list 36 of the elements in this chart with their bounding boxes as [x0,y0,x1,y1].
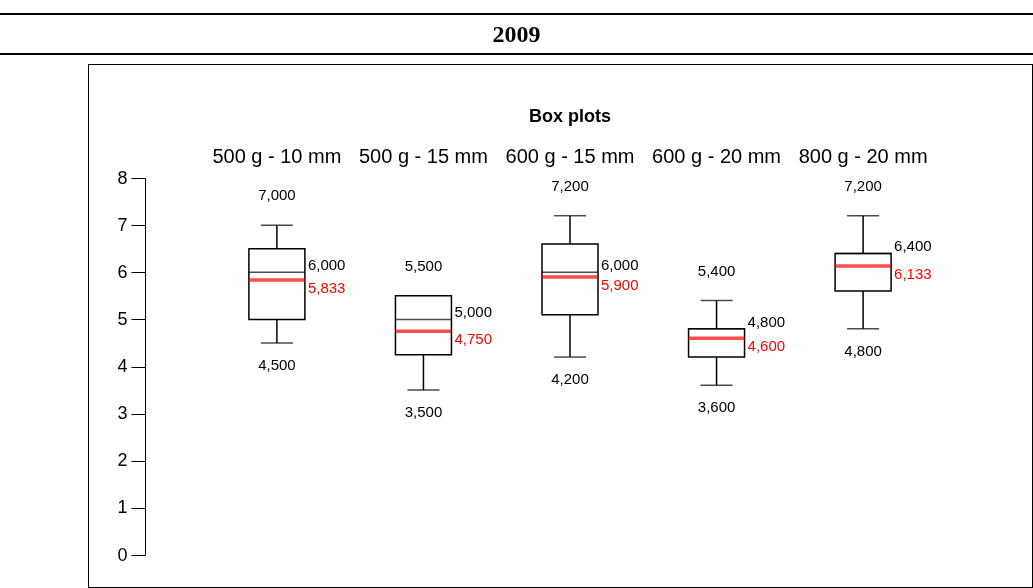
y-tick-label: 7 [117,214,128,235]
x-tick-label: 600 g - 15 mm [505,144,635,167]
chart-subtitle: Box plots [528,106,612,126]
y-tick-label: 4 [117,356,128,376]
annotation: 5,400 [697,261,736,279]
annotation: 4,800 [844,341,882,359]
x-tick-label: 500 g - 10 mm [212,144,342,167]
y-tick-label: 5 [117,308,128,329]
y-tick-label: 2 [117,450,128,471]
annotation: 5,833 [307,279,346,297]
x-tick-label: 800 g - 20 mm [798,144,928,167]
annotation: 4,750 [454,330,492,348]
annotation: 4,200 [551,370,589,388]
annotation: 4,600 [747,337,786,355]
x-tick-label: 500 g - 15 mm [358,144,488,167]
y-tick-label: 6 [117,261,128,282]
annotation: 6,400 [894,237,932,255]
y-tick-label: 1 [117,497,128,518]
annotation: 7,200 [551,176,589,194]
annotation: 5,000 [454,303,492,321]
annotation: 5,500 [404,256,443,274]
annotation: 4,500 [258,355,296,373]
annotation: 4,800 [747,312,786,330]
annotation: 6,000 [307,256,346,274]
annotation: 3,500 [404,403,443,421]
annotation: 3,600 [697,398,736,416]
annotation: 7,200 [844,176,882,194]
y-tick-label: 3 [117,403,128,424]
y-tick-label: 8 [117,167,128,188]
annotation: 6,133 [894,264,932,282]
annotation: 6,000 [601,256,639,274]
annotation: 7,000 [258,186,296,204]
annotation: 5,900 [601,275,639,293]
x-tick-label: 600 g - 20 mm [652,144,782,167]
y-tick-label: 0 [117,544,128,565]
chart-title: 2009 [0,13,1033,55]
